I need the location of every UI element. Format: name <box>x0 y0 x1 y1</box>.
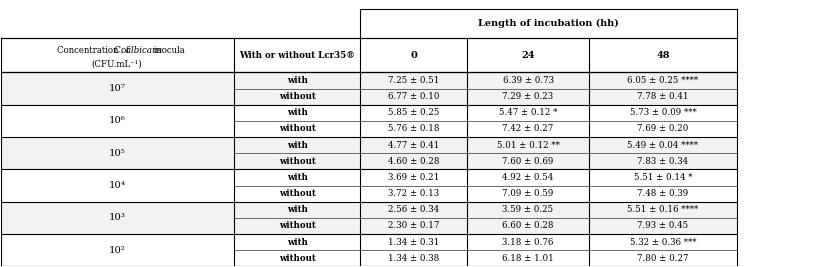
Text: 3.72 ± 0.13: 3.72 ± 0.13 <box>388 189 439 198</box>
Text: 3.18 ± 0.76: 3.18 ± 0.76 <box>502 238 554 246</box>
Text: 4.92 ± 0.54: 4.92 ± 0.54 <box>502 173 554 182</box>
Text: 1.34 ± 0.31: 1.34 ± 0.31 <box>388 238 439 246</box>
Text: 7.09 ± 0.59: 7.09 ± 0.59 <box>502 189 554 198</box>
Text: without: without <box>278 157 315 166</box>
Text: without: without <box>278 254 315 263</box>
Text: with: with <box>287 238 307 246</box>
Text: With or without Lcr35®: With or without Lcr35® <box>239 51 355 60</box>
Text: 0: 0 <box>410 51 417 60</box>
Text: 2.56 ± 0.34: 2.56 ± 0.34 <box>388 205 439 214</box>
Text: without: without <box>278 189 315 198</box>
Bar <box>1 202 736 234</box>
Text: without: without <box>278 124 315 134</box>
Text: 5.47 ± 0.12 *: 5.47 ± 0.12 * <box>499 108 557 117</box>
Text: (CFU.mL⁻¹): (CFU.mL⁻¹) <box>92 59 143 68</box>
Text: with: with <box>287 141 307 150</box>
Text: with: with <box>287 76 307 85</box>
Bar <box>1 234 736 266</box>
Text: 6.39 ± 0.73: 6.39 ± 0.73 <box>503 76 554 85</box>
Text: 5.01 ± 0.12 **: 5.01 ± 0.12 ** <box>496 141 559 150</box>
Text: 3.59 ± 0.25: 3.59 ± 0.25 <box>503 205 554 214</box>
Text: with: with <box>287 173 307 182</box>
Text: 5.51 ± 0.14 *: 5.51 ± 0.14 * <box>634 173 692 182</box>
Text: 5.73 ± 0.09 ***: 5.73 ± 0.09 *** <box>630 108 696 117</box>
Text: 7.60 ± 0.69: 7.60 ± 0.69 <box>502 157 554 166</box>
Bar <box>1 169 736 202</box>
Bar <box>1 105 736 137</box>
Text: 10⁶: 10⁶ <box>109 116 125 125</box>
Text: 7.80 ± 0.27: 7.80 ± 0.27 <box>637 254 689 263</box>
Text: 3.69 ± 0.21: 3.69 ± 0.21 <box>388 173 439 182</box>
Bar <box>1 72 736 105</box>
Text: 7.25 ± 0.51: 7.25 ± 0.51 <box>388 76 439 85</box>
Text: 4.77 ± 0.41: 4.77 ± 0.41 <box>388 141 439 150</box>
Text: without: without <box>278 221 315 230</box>
Text: 6.77 ± 0.10: 6.77 ± 0.10 <box>388 92 439 101</box>
Bar <box>1 137 736 169</box>
Text: 7.48 ± 0.39: 7.48 ± 0.39 <box>637 189 689 198</box>
Text: without: without <box>278 92 315 101</box>
Text: 6.05 ± 0.25 ****: 6.05 ± 0.25 **** <box>627 76 699 85</box>
Text: 6.60 ± 0.28: 6.60 ± 0.28 <box>502 221 554 230</box>
Text: 48: 48 <box>656 51 670 60</box>
Text: 7.83 ± 0.34: 7.83 ± 0.34 <box>637 157 689 166</box>
Text: 10³: 10³ <box>109 213 125 222</box>
Text: 10²: 10² <box>109 246 125 255</box>
Text: 10⁴: 10⁴ <box>109 181 125 190</box>
Text: Concentration of: Concentration of <box>57 46 132 55</box>
Text: 6.18 ± 1.01: 6.18 ± 1.01 <box>502 254 554 263</box>
Text: with: with <box>287 205 307 214</box>
Text: 5.32 ± 0.36 ***: 5.32 ± 0.36 *** <box>630 238 696 246</box>
Text: 5.76 ± 0.18: 5.76 ± 0.18 <box>388 124 439 134</box>
Text: 4.60 ± 0.28: 4.60 ± 0.28 <box>388 157 439 166</box>
Text: 7.42 ± 0.27: 7.42 ± 0.27 <box>502 124 554 134</box>
Text: 7.78 ± 0.41: 7.78 ± 0.41 <box>637 92 689 101</box>
Text: C. albicans: C. albicans <box>114 46 161 55</box>
Text: 5.85 ± 0.25: 5.85 ± 0.25 <box>388 108 439 117</box>
Text: 7.29 ± 0.23: 7.29 ± 0.23 <box>503 92 554 101</box>
Text: 1.34 ± 0.38: 1.34 ± 0.38 <box>388 254 439 263</box>
Text: 7.93 ± 0.45: 7.93 ± 0.45 <box>637 221 689 230</box>
Text: with: with <box>287 108 307 117</box>
Text: 5.49 ± 0.04 ****: 5.49 ± 0.04 **** <box>627 141 699 150</box>
Text: Length of incubation (hh): Length of incubation (hh) <box>478 19 619 28</box>
Text: 10⁵: 10⁵ <box>109 149 125 158</box>
Text: inocula: inocula <box>151 46 184 55</box>
Text: 5.51 ± 0.16 ****: 5.51 ± 0.16 **** <box>627 205 699 214</box>
Text: 7.69 ± 0.20: 7.69 ± 0.20 <box>637 124 689 134</box>
Text: 2.30 ± 0.17: 2.30 ± 0.17 <box>388 221 439 230</box>
Text: 10⁷: 10⁷ <box>109 84 125 93</box>
Text: 24: 24 <box>522 51 535 60</box>
